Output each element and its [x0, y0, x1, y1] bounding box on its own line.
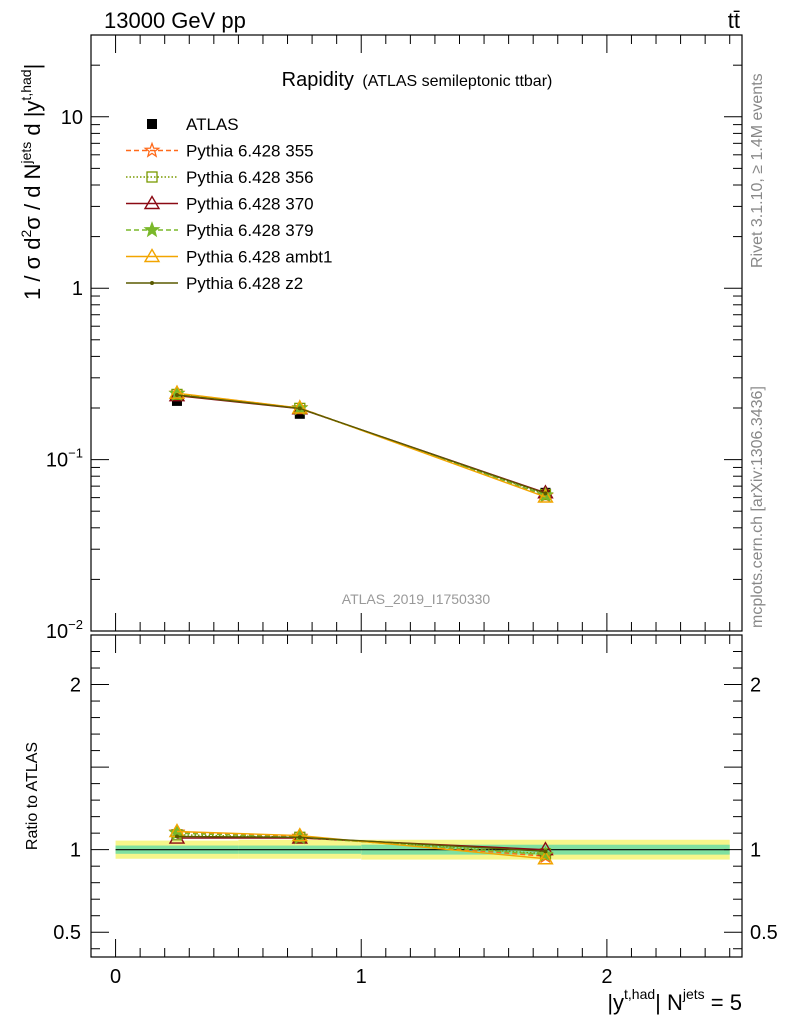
ratio-series-group: [168, 823, 554, 865]
ratio-y-tick-label-right: 1: [750, 840, 761, 862]
ratio-series-marker: [543, 849, 548, 854]
legend: ATLAS Pythia 6.428 355 Pythia 6.428 356 Pyt…: [126, 115, 332, 293]
main-series-marker: [297, 406, 302, 411]
main-series-line: [176, 392, 546, 498]
ratio-series-marker: [174, 834, 179, 839]
legend-label: Pythia 6.428 356: [186, 168, 314, 187]
main-y-tick-base: 10: [46, 621, 68, 643]
main-y-tick-label: 1: [72, 278, 83, 300]
x-tick-label: 0: [110, 966, 121, 988]
legend-marker: [143, 221, 161, 238]
ratio-y-tick-label-left: 2: [70, 675, 81, 697]
legend-label: Pythia 6.428 370: [186, 195, 314, 214]
ylabel-sup-3: t,had: [18, 69, 34, 100]
energy-label: 13000 GeV pp: [104, 8, 246, 33]
rivet-label: Rivet 3.1.10, ≥ 1.4M events: [749, 73, 766, 268]
ylabel-part-b: σ / d N: [20, 164, 45, 230]
plot-title-sub: (ATLAS semileptonic ttbar): [362, 73, 552, 90]
legend-label: Pythia 6.428 379: [186, 221, 314, 240]
xlabel-part-a: |y: [607, 990, 624, 1015]
ratio-y-tick-label-left: 1: [70, 840, 81, 862]
legend-label-atlas: ATLAS: [186, 115, 239, 134]
legend-marker: [143, 248, 161, 263]
xlabel-part-b: | N: [655, 990, 683, 1015]
legend-marker: [150, 281, 154, 285]
xlabel-sup-1: t,had: [624, 986, 655, 1002]
main-y-tick-base: 10: [46, 450, 68, 472]
ratio-series-marker: [297, 835, 302, 840]
xlabel-sup-2: jets: [682, 986, 705, 1002]
main-series-marker: [291, 399, 309, 414]
ratio-series-marker: [537, 850, 554, 865]
x-tick-label: 1: [356, 966, 367, 988]
plot-title-main: Rapidity: [282, 69, 354, 91]
x-axis-label: |yt,had| Njets = 5: [607, 986, 742, 1015]
legend-marker: [143, 141, 161, 158]
legend-marker: [146, 171, 158, 183]
xlabel-part-c: = 5: [705, 990, 742, 1015]
legend-marker: [143, 195, 161, 210]
plot-title: Rapidity (ATLAS semileptonic ttbar): [282, 69, 553, 91]
main-y-tick-exp: −2: [68, 617, 83, 632]
legend-marker-atlas: [147, 119, 157, 129]
ratio-y-tick-label-right: 0.5: [750, 922, 778, 944]
ratio-y-axis-label: Ratio to ATLAS: [24, 742, 41, 850]
x-ticks: 0 1 2: [110, 35, 731, 988]
main-series-line: [176, 392, 546, 497]
ratio-plot-frame: [90, 634, 743, 958]
main-series-marker: [537, 488, 554, 503]
main-series-marker: [168, 384, 186, 399]
ylabel-sup-2: jets: [18, 142, 34, 165]
main-series-line: [176, 393, 546, 496]
main-series-line: [176, 395, 546, 494]
analysis-watermark: ATLAS_2019_I1750330: [342, 591, 491, 607]
process-label: tt̄: [728, 8, 740, 33]
main-y-tick-label: 10−1: [46, 446, 83, 472]
mcplots-label: mcplots.cern.ch [arXiv:1306.3436]: [749, 386, 766, 628]
main-series-marker: [174, 393, 179, 398]
ylabel-part-c: d |y: [20, 101, 45, 142]
legend-label: Pythia 6.428 z2: [186, 274, 303, 293]
legend-label: Pythia 6.428 ambt1: [186, 248, 332, 267]
main-y-tick-label: 10−2: [46, 617, 83, 643]
ratio-y-tick-label-right: 2: [750, 675, 761, 697]
x-tick-label: 2: [601, 966, 612, 988]
main-plot-frame: [90, 34, 743, 632]
main-series-group: [168, 384, 554, 503]
ylabel-part-a: 1 / σ d: [20, 238, 45, 301]
main-y-axis-label: 1 / σ d2σ / d Njets d |yt,had|: [18, 64, 45, 300]
main-series-line: [176, 393, 546, 496]
legend-label: Pythia 6.428 355: [186, 142, 314, 161]
ratio-series-marker: [291, 827, 309, 842]
main-y-tick-exp: −1: [68, 446, 83, 461]
ylabel-sup-1: 2: [18, 230, 34, 238]
main-y-tick-label: 10: [61, 107, 83, 129]
ratio-series-marker: [537, 845, 554, 862]
ratio-y-tick-label-left: 0.5: [53, 922, 81, 944]
main-series-line: [176, 394, 546, 495]
ratio-ticks: 0.5 0.5 1 1 2 2: [53, 651, 778, 950]
ylabel-part-d: |: [20, 64, 45, 70]
main-series-marker: [543, 491, 548, 496]
